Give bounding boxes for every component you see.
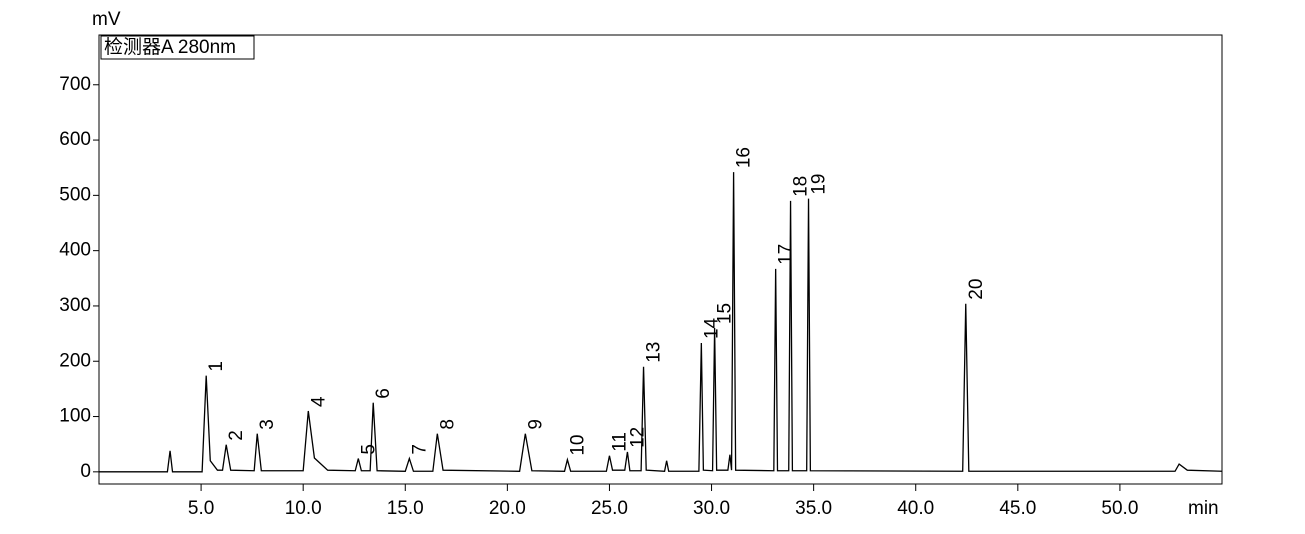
- x-tick-label: 35.0: [795, 498, 832, 519]
- x-tick-label: 5.0: [188, 498, 214, 519]
- peak-label: 20: [966, 279, 987, 300]
- legend-box: [100, 35, 255, 60]
- peak-label: 17: [776, 244, 797, 265]
- y-tick-label: 100: [59, 406, 91, 427]
- plot-frame: [98, 34, 1223, 485]
- peak-label: 12: [627, 427, 648, 448]
- y-tick-label: 600: [59, 129, 91, 150]
- y-tick-label: 0: [80, 461, 91, 482]
- x-tick-label: 20.0: [489, 498, 526, 519]
- y-tick-label: 500: [59, 184, 91, 205]
- peak-label: 18: [791, 176, 812, 197]
- x-tick-label: 40.0: [897, 498, 934, 519]
- x-tick-label: 10.0: [285, 498, 322, 519]
- peak-label: 15: [715, 303, 736, 324]
- y-tick-label: 700: [59, 74, 91, 95]
- peak-label: 13: [644, 342, 665, 363]
- x-unit: min: [1188, 498, 1219, 519]
- y-tick-label: 200: [59, 350, 91, 371]
- peak-label: 9: [525, 419, 546, 430]
- x-tick-label: 30.0: [693, 498, 730, 519]
- chromatogram-trace: [99, 172, 1223, 473]
- peak-label: 19: [809, 174, 830, 195]
- x-tick-label: 15.0: [387, 498, 424, 519]
- peak-label: 11: [609, 432, 630, 452]
- x-tick-label: 50.0: [1101, 498, 1138, 519]
- y-tick-label: 300: [59, 295, 91, 316]
- peak-label: 7: [409, 444, 430, 455]
- y-tick-label: 400: [59, 240, 91, 261]
- peak-label: 3: [257, 419, 278, 430]
- peak-label: 2: [226, 430, 247, 441]
- peak-label: 10: [567, 435, 588, 456]
- peak-label: 16: [734, 147, 755, 168]
- peak-label: 6: [373, 388, 394, 399]
- peak-label: 1: [206, 361, 227, 372]
- x-tick-label: 45.0: [999, 498, 1036, 519]
- y-unit: mV: [92, 9, 121, 30]
- peak-label: 4: [308, 396, 329, 407]
- detector-label: 检测器A 280nm: [104, 36, 236, 58]
- peak-label: 14: [701, 317, 722, 339]
- peak-label: 8: [437, 419, 458, 430]
- peak-label: 5: [358, 444, 379, 455]
- x-tick-label: 25.0: [591, 498, 628, 519]
